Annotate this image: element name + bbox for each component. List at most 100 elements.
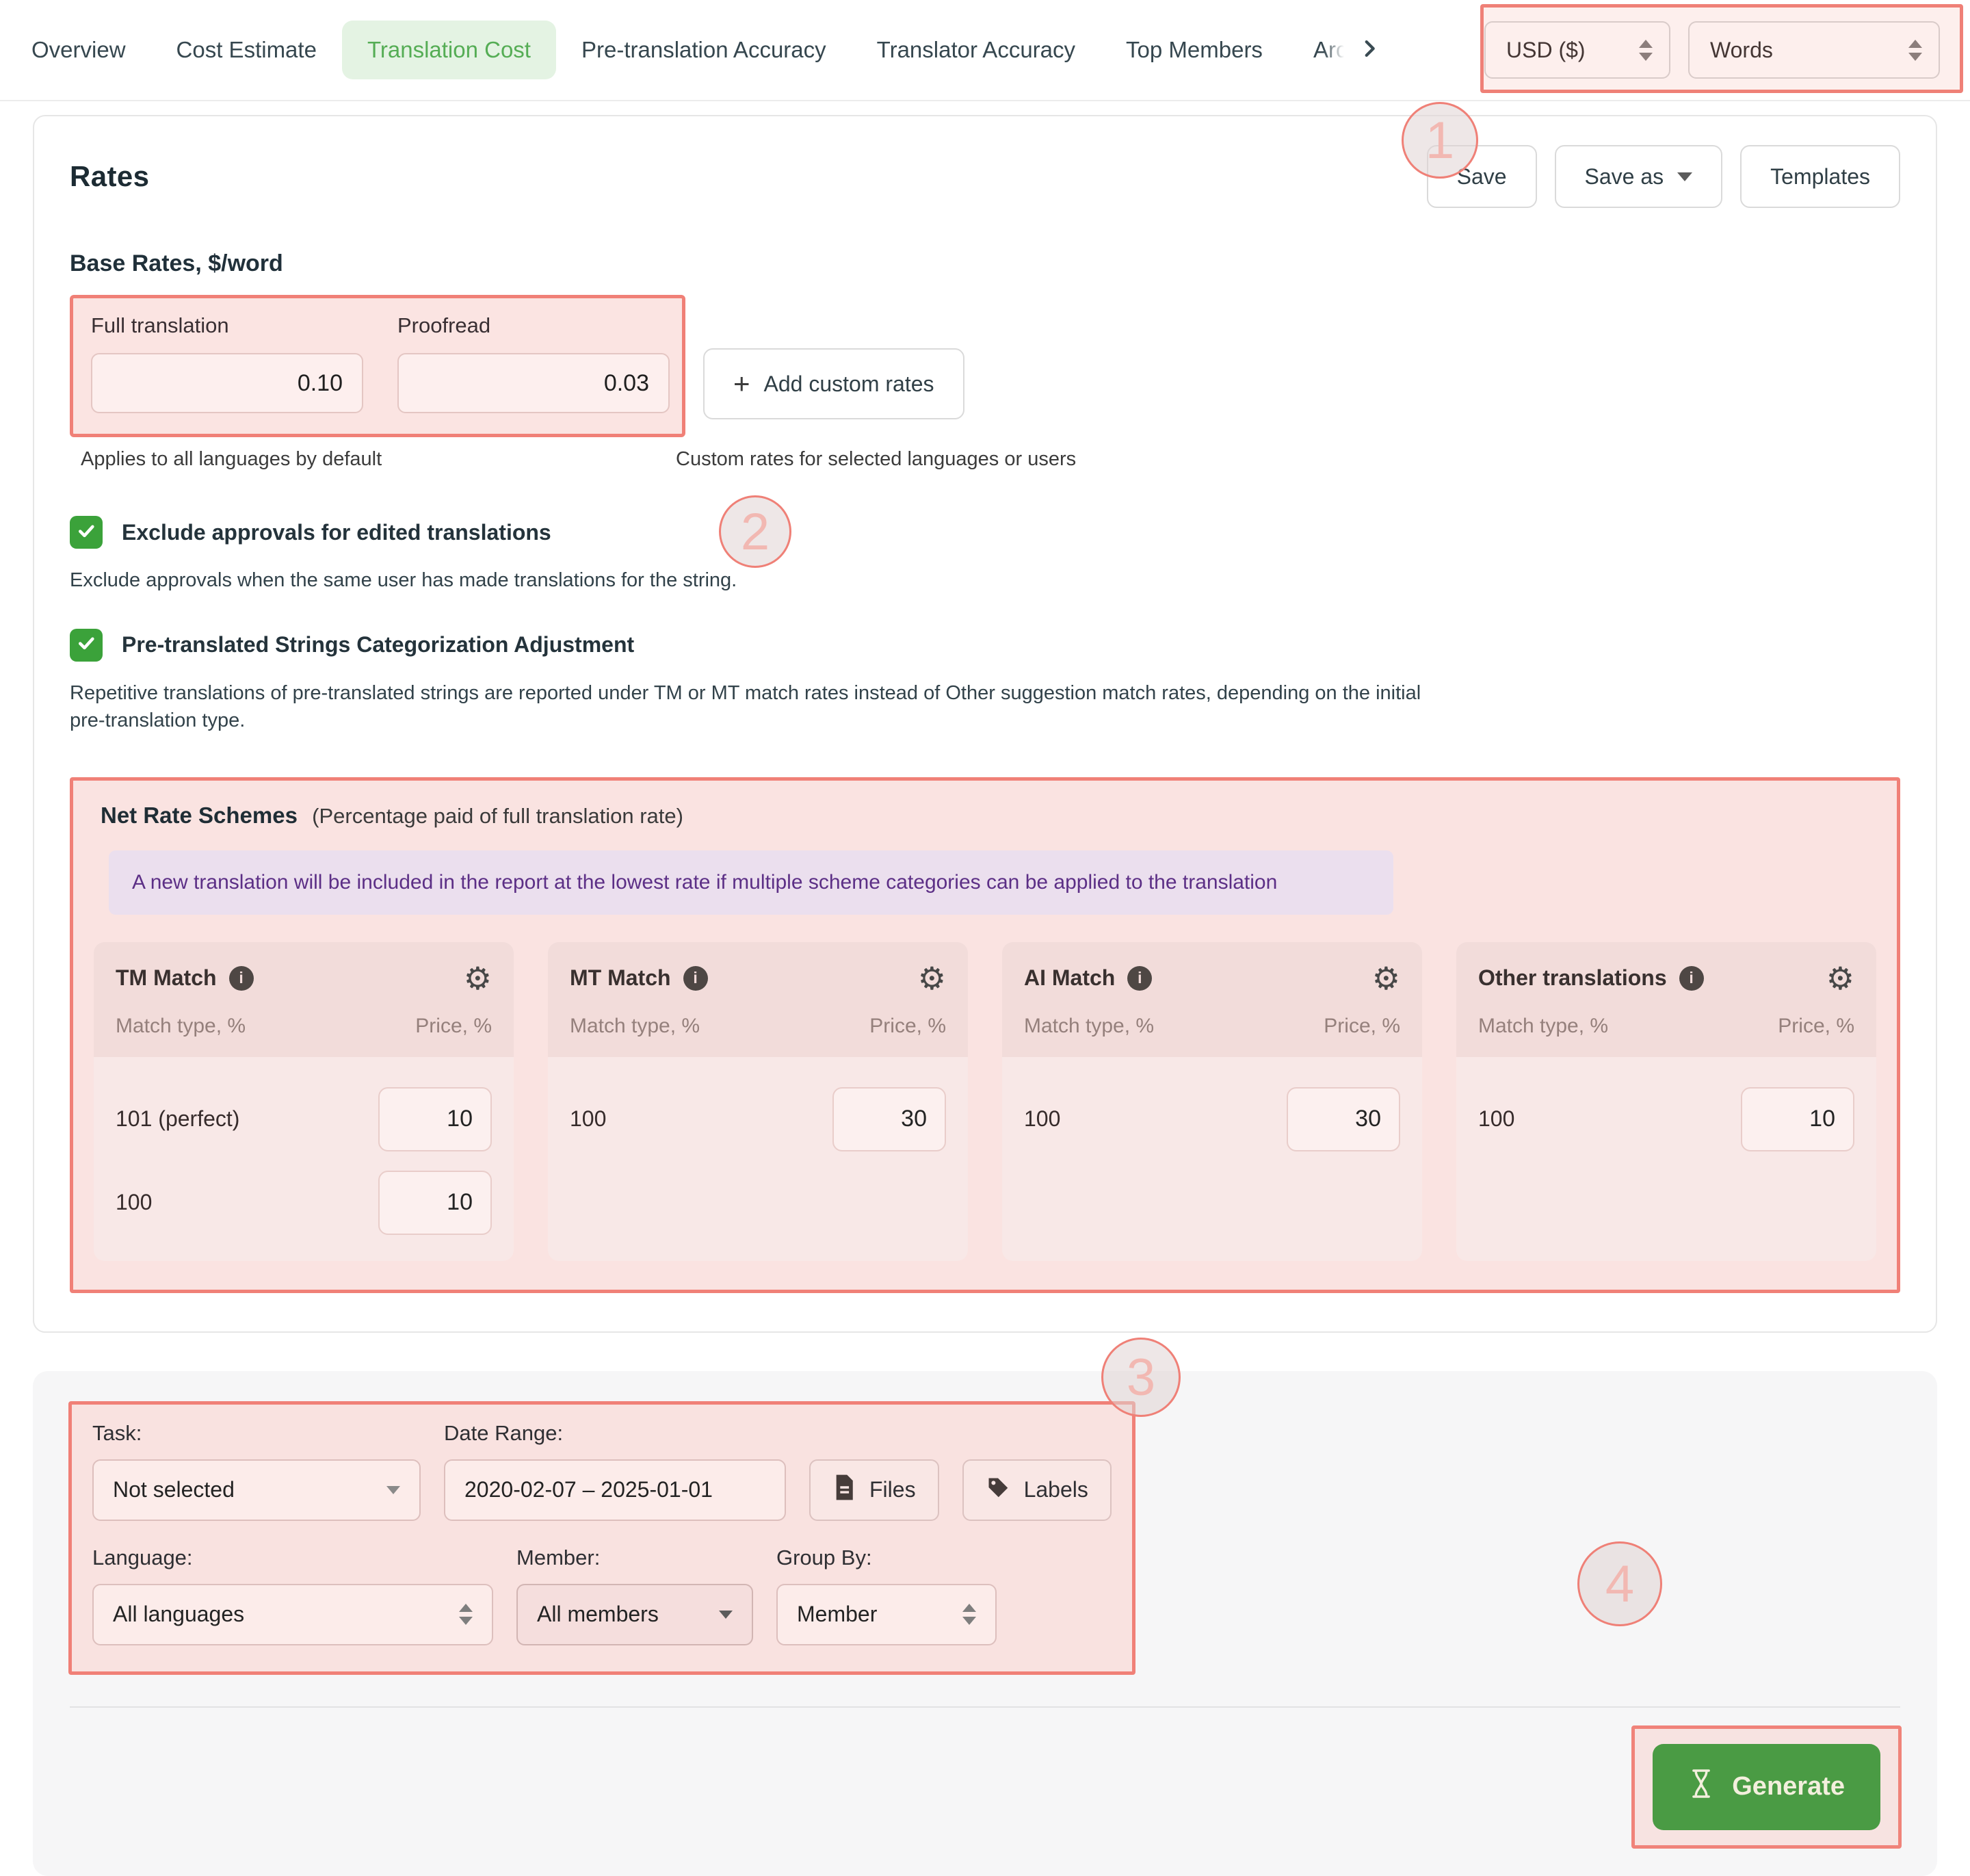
price-column-label: Price, % xyxy=(869,1014,946,1037)
save-button[interactable]: Save xyxy=(1426,145,1537,208)
price-input[interactable] xyxy=(832,1086,946,1151)
currency-select[interactable]: USD ($) xyxy=(1484,21,1670,79)
generate-button[interactable]: Generate xyxy=(1653,1743,1880,1830)
exclude-approvals-checkbox[interactable] xyxy=(70,516,103,549)
tab-overview[interactable]: Overview xyxy=(31,37,126,62)
net-rate-card-other-translations: Other translations Match type, % Price, … xyxy=(1456,941,1876,1261)
info-icon[interactable] xyxy=(1127,965,1153,991)
tab-translator-accuracy[interactable]: Translator Accuracy xyxy=(876,37,1076,62)
unit-select-value: Words xyxy=(1710,37,1773,62)
tab-archive-truncated[interactable]: Arc xyxy=(1313,37,1348,62)
match-type-value: 101 (perfect) xyxy=(116,1106,240,1132)
full-translation-label: Full translation xyxy=(91,313,229,337)
net-rate-schemes-heading: Net Rate Schemes xyxy=(101,802,298,828)
language-select[interactable]: All languages xyxy=(92,1583,493,1645)
full-translation-rate-input[interactable] xyxy=(91,353,363,413)
annotation-box-net-rate-schemes: Net Rate Schemes (Percentage paid of ful… xyxy=(70,777,1900,1293)
net-rate-card-mt-match: MT Match Match type, % Price, % 100 xyxy=(548,941,968,1261)
member-select-value: All members xyxy=(537,1602,659,1627)
gear-icon[interactable] xyxy=(1372,963,1400,994)
match-type-column-label: Match type, % xyxy=(116,1014,246,1037)
gear-icon[interactable] xyxy=(1826,963,1854,994)
date-range-input[interactable]: 2020-02-07 – 2025-01-01 xyxy=(444,1459,786,1521)
match-type-value: 100 xyxy=(1024,1106,1061,1132)
price-input[interactable] xyxy=(378,1086,492,1151)
net-rate-card-tm-match: TM Match Match type, % Price, % 101 (per… xyxy=(94,941,514,1261)
base-rates-note: Applies to all languages by default xyxy=(81,448,382,470)
net-rate-schemes-subheading: (Percentage paid of full translation rat… xyxy=(312,803,683,828)
updown-arrows-icon xyxy=(1908,39,1922,61)
price-input[interactable] xyxy=(378,1170,492,1235)
price-input[interactable] xyxy=(1741,1086,1854,1151)
group-by-select-value: Member xyxy=(797,1602,878,1627)
check-icon xyxy=(76,633,96,657)
net-rate-row: 101 (perfect) xyxy=(116,1086,492,1151)
task-select-value: Not selected xyxy=(113,1477,235,1502)
caret-down-icon xyxy=(1677,172,1693,181)
match-type-column-label: Match type, % xyxy=(1024,1014,1155,1037)
date-range-label: Date Range: xyxy=(444,1420,564,1445)
report-tabs-bar: Overview Cost Estimate Translation Cost … xyxy=(0,0,1970,101)
divider xyxy=(70,1706,1900,1708)
caret-down-icon xyxy=(386,1485,400,1494)
match-type-column-label: Match type, % xyxy=(570,1014,700,1037)
exclude-approvals-label: Exclude approvals for edited translation… xyxy=(122,519,551,545)
date-range-value: 2020-02-07 – 2025-01-01 xyxy=(464,1477,713,1502)
custom-rates-note: Custom rates for selected languages or u… xyxy=(676,448,1077,470)
hourglass-icon xyxy=(1688,1768,1714,1806)
files-button[interactable]: Files xyxy=(809,1459,939,1521)
updown-arrows-icon xyxy=(962,1604,976,1626)
annotation-box-base-rates: Full translation Proofread xyxy=(70,295,685,437)
caret-down-icon xyxy=(719,1610,733,1619)
match-type-value: 100 xyxy=(570,1106,607,1132)
report-settings-panel: Task: Not selected Date Range: 2020-02-0… xyxy=(33,1370,1937,1876)
gear-icon[interactable] xyxy=(464,963,492,994)
info-icon[interactable] xyxy=(228,965,254,991)
tabs-overflow-button[interactable] xyxy=(1358,37,1381,64)
currency-select-value: USD ($) xyxy=(1506,37,1586,62)
unit-select[interactable]: Words xyxy=(1688,21,1940,79)
pretranslated-adjustment-description: Repetitive translations of pre-translate… xyxy=(70,681,1421,732)
ai-match-title: AI Match xyxy=(1024,965,1116,991)
gear-icon[interactable] xyxy=(918,963,946,994)
save-as-button[interactable]: Save as xyxy=(1554,145,1723,208)
tab-pre-translation-accuracy[interactable]: Pre-translation Accuracy xyxy=(581,37,826,62)
price-input[interactable] xyxy=(1287,1086,1400,1151)
member-label: Member: xyxy=(516,1545,601,1569)
base-rates-heading: Base Rates, $/word xyxy=(70,250,283,276)
lowest-rate-note: A new translation will be included in th… xyxy=(109,850,1393,915)
add-custom-rates-button[interactable]: Add custom rates xyxy=(703,348,964,419)
chevron-right-icon xyxy=(1358,37,1381,64)
tab-cost-estimate[interactable]: Cost Estimate xyxy=(176,37,317,62)
net-rate-row: 100 xyxy=(116,1170,492,1235)
plus-icon xyxy=(733,369,750,399)
mt-match-title: MT Match xyxy=(570,965,671,991)
labels-button[interactable]: Labels xyxy=(962,1459,1112,1521)
net-rate-card-ai-match: AI Match Match type, % Price, % 100 xyxy=(1002,941,1422,1261)
member-select[interactable]: All members xyxy=(516,1583,753,1645)
group-by-select[interactable]: Member xyxy=(776,1583,997,1645)
proofread-rate-input[interactable] xyxy=(397,353,670,413)
pretranslated-adjustment-checkbox[interactable] xyxy=(70,628,103,662)
proofread-label: Proofread xyxy=(397,313,491,337)
net-rate-row: 100 xyxy=(1024,1086,1400,1151)
match-type-column-label: Match type, % xyxy=(1478,1014,1609,1037)
net-rate-row: 100 xyxy=(570,1086,946,1151)
tab-top-members[interactable]: Top Members xyxy=(1126,37,1263,62)
tab-translation-cost[interactable]: Translation Cost xyxy=(341,21,556,79)
updown-arrows-icon xyxy=(459,1604,473,1626)
tag-icon xyxy=(986,1475,1010,1505)
rates-card: Rates Save Save as Templates Base Rates,… xyxy=(33,115,1937,1333)
page-title: Rates xyxy=(70,160,150,192)
pretranslated-adjustment-label: Pre-translated Strings Categorization Ad… xyxy=(122,632,635,657)
other-translations-title: Other translations xyxy=(1478,965,1667,991)
language-select-value: All languages xyxy=(113,1602,245,1627)
group-by-label: Group By: xyxy=(776,1545,872,1569)
info-icon[interactable] xyxy=(1679,965,1704,991)
info-icon[interactable] xyxy=(683,965,708,991)
templates-button[interactable]: Templates xyxy=(1740,145,1900,208)
task-select[interactable]: Not selected xyxy=(92,1459,421,1521)
match-type-value: 100 xyxy=(1478,1106,1515,1132)
task-label: Task: xyxy=(92,1420,142,1445)
price-column-label: Price, % xyxy=(415,1014,492,1037)
